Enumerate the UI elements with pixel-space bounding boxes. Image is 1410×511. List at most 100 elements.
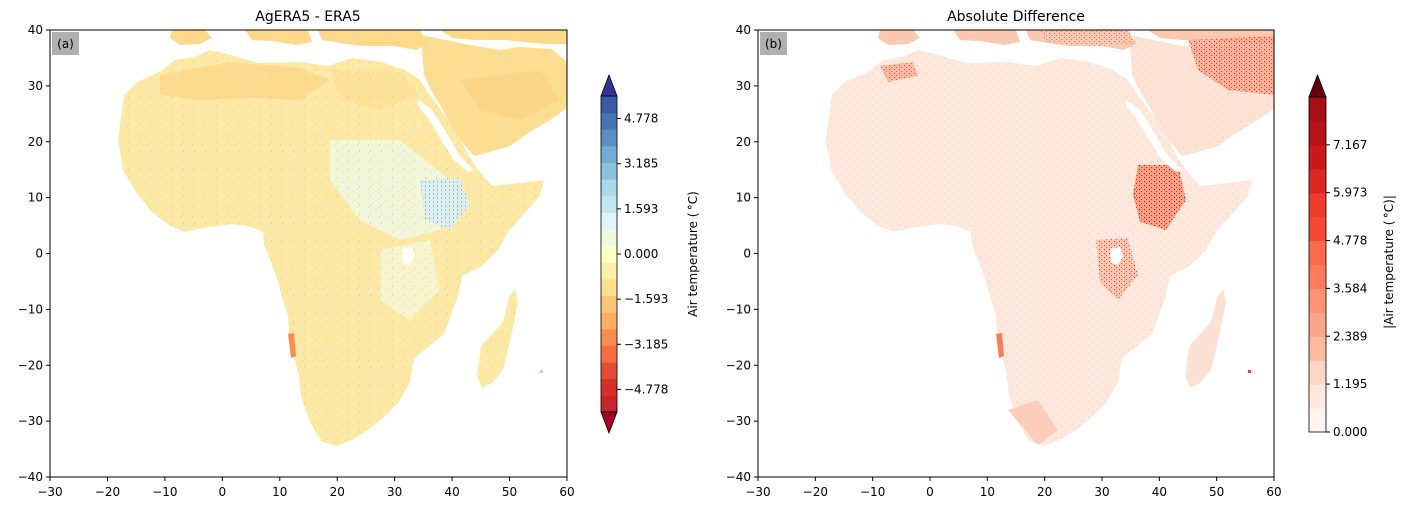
colorbar-segment (1309, 216, 1326, 242)
x-tick-label: 20 (330, 485, 345, 499)
colorbar-segment (601, 278, 617, 297)
colorbar-segment (1309, 240, 1326, 265)
colorbar-tick-label: 7.167 (1333, 138, 1367, 152)
colorbar-extend-max (600, 73, 618, 97)
x-tick-label: 30 (1094, 485, 1109, 499)
y-tick-label: 30 (28, 79, 43, 93)
colorbar-segment (601, 212, 617, 230)
x-tick-label: 60 (559, 485, 574, 499)
colorbar-tick-label: −3.185 (624, 337, 668, 351)
y-tick-label: 10 (28, 191, 43, 205)
x-tick-label: 10 (272, 485, 287, 499)
x-tick-label: 50 (1209, 485, 1224, 499)
colorbar-a: 4.778 3.185 1.593 0.000 −1.593 −3.185 −4.778 (600, 73, 668, 435)
y-tick-label: 40 (736, 23, 751, 37)
panel-b-axes: −30 −20 −10 0 10 20 30 40 50 60−40−30−20−10010203… (726, 23, 1282, 499)
colorbar-segment (1309, 97, 1326, 122)
y-tick-label: 0 (743, 247, 751, 261)
colorbar-extend-min (600, 411, 618, 435)
y-tick-label: 10 (736, 191, 751, 205)
panel-b-map (758, 30, 1274, 477)
panel-a: AgERA5 - ERA5 (18, 9, 575, 499)
x-tick-label: 30 (387, 485, 402, 499)
colorbar-tick-label: 0.000 (1333, 425, 1367, 439)
colorbar-segment (601, 262, 617, 280)
y-tick-label: 0 (35, 247, 43, 261)
colorbar-segment (601, 145, 617, 164)
x-tick-label: 40 (1152, 485, 1167, 499)
colorbar-extend-max (1308, 73, 1327, 98)
colorbar-a-label: Air temperature ( °C) (686, 191, 700, 317)
colorbar-segment (601, 395, 617, 413)
x-tick-label: −20 (803, 485, 828, 499)
x-tick-label: −30 (37, 485, 62, 499)
y-tick-label: −40 (18, 470, 43, 484)
colorbar-segment (1309, 360, 1326, 385)
colorbar-tick-label: 5.973 (1333, 186, 1367, 200)
y-tick-label: 40 (28, 23, 43, 37)
panel-a-map (50, 30, 567, 477)
x-tick-label: −10 (152, 485, 177, 499)
x-tick-label: 60 (1266, 485, 1281, 499)
colorbar-tick-label: 3.584 (1333, 281, 1367, 295)
colorbar-tick-label: 2.389 (1333, 329, 1367, 343)
x-tick-label: 0 (219, 485, 227, 499)
panel-a-axes: −30 −20 −10 0 10 20 30 40 50 60−40−30−20−10010203… (18, 23, 575, 499)
x-tick-label: −20 (95, 485, 120, 499)
x-tick-label: −10 (860, 485, 885, 499)
colorbar-tick-label: 4.778 (624, 112, 658, 126)
colorbar-tick-label: 0.000 (624, 247, 658, 261)
y-tick-label: −40 (726, 470, 751, 484)
x-tick-label: 0 (926, 485, 934, 499)
colorbar-segment (1309, 312, 1326, 337)
y-tick-label: −10 (18, 302, 43, 316)
colorbar-segment (601, 195, 617, 213)
colorbar-tick-label: −1.593 (624, 292, 668, 306)
panel-b-tag: (b) (765, 37, 782, 51)
colorbar-segment (601, 378, 617, 396)
colorbar-segment (1309, 168, 1326, 194)
panel-a-tag: (a) (57, 37, 74, 51)
colorbar-segment (1309, 192, 1326, 218)
y-tick-label: −30 (726, 414, 751, 428)
panel-b-title: Absolute Difference (947, 9, 1085, 25)
colorbar-segment (601, 345, 617, 363)
colorbar-segment (601, 229, 617, 247)
panel-b-tag-box (760, 32, 787, 55)
colorbar-segment (1309, 144, 1326, 170)
colorbar-b: 7.167 5.973 4.778 3.584 2.389 1.195 0.000 (1308, 73, 1367, 439)
y-tick-label: −20 (726, 358, 751, 372)
colorbar-segment (601, 112, 617, 130)
colorbar-segment (601, 129, 617, 147)
colorbar-segment (1309, 120, 1326, 146)
x-tick-label: 50 (502, 485, 517, 499)
colorbar-tick-label: 1.593 (624, 202, 658, 216)
colorbar-tick-label: 3.185 (624, 157, 658, 171)
colorbar-segment (1309, 336, 1326, 361)
y-tick-label: −20 (18, 358, 43, 372)
colorbar-segment (601, 245, 617, 263)
x-tick-label: 20 (1037, 485, 1052, 499)
colorbar-frame (1308, 96, 1327, 433)
colorbar-segment (1309, 384, 1326, 409)
colorbar-segment (601, 179, 617, 197)
x-tick-label: 10 (980, 485, 995, 499)
colorbar-segment (601, 96, 617, 114)
colorbar-segment (1309, 408, 1326, 433)
colorbar-segment (601, 362, 617, 380)
x-tick-label: 40 (444, 485, 459, 499)
colorbar-segment (1309, 264, 1326, 289)
colorbar-segment (601, 312, 617, 330)
colorbar-b-label: |Air temperature ( °C)| (1382, 195, 1396, 329)
panel-b: Absolute Difference (726, 9, 1282, 499)
colorbar-tick-label: −4.778 (624, 382, 668, 396)
colorbar-segment (601, 162, 617, 180)
y-tick-label: 30 (736, 79, 751, 93)
panel-a-title: AgERA5 - ERA5 (255, 9, 360, 25)
colorbar-tick-label: 4.778 (1333, 234, 1367, 248)
colorbar-segment (601, 328, 617, 346)
colorbar-tick-label: 1.195 (1333, 377, 1367, 391)
y-tick-label: −30 (18, 414, 43, 428)
colorbar-segment (1309, 288, 1326, 313)
